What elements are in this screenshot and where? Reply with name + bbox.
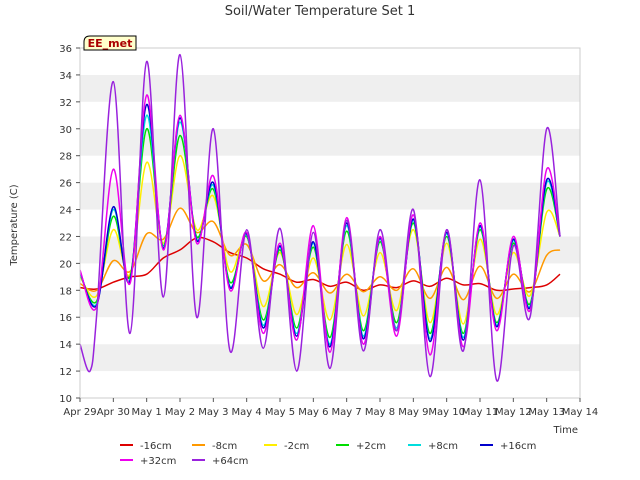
series-line-32cm	[79, 94, 561, 356]
series-line-64cm	[79, 53, 561, 382]
grid-band	[80, 155, 580, 183]
y-tick-label: 10	[59, 394, 72, 405]
y-axis: 10 12 14 16 18 20 22 24 26 28 30 32 34 36	[59, 44, 80, 405]
y-axis-label: Temperature (C)	[9, 184, 20, 266]
grid-band	[80, 371, 580, 398]
x-tick-label: May 12	[495, 407, 532, 418]
x-tick-label: May 10	[428, 407, 465, 418]
grid-band	[80, 48, 580, 75]
series-layer	[79, 53, 561, 382]
x-tick-label: May 3	[198, 407, 228, 418]
legend-label: +2cm	[356, 441, 386, 452]
x-tick-label: May 1	[132, 407, 162, 418]
chart-title: Soil/Water Temperature Set 1	[225, 4, 416, 19]
x-axis: Apr 29 Apr 30 May 1 May 2 May 3 May 4 May 5 May…	[63, 398, 598, 418]
grid-band	[80, 209, 580, 237]
y-tick-label: 34	[59, 71, 72, 82]
x-tick-label: May 8	[365, 407, 395, 418]
x-axis-label: Time	[553, 425, 578, 436]
x-tick-label: May 7	[332, 407, 362, 418]
x-tick-label: Apr 29	[63, 407, 96, 418]
x-tick-label: May 4	[232, 407, 262, 418]
y-tick-label: 16	[59, 313, 72, 324]
grid-band	[80, 344, 580, 372]
legend-label: +32cm	[140, 456, 176, 467]
y-tick-label: 20	[59, 259, 72, 270]
y-tick-label: 14	[59, 340, 72, 351]
grid-band	[80, 182, 580, 210]
x-tick-label: May 9	[398, 407, 428, 418]
y-tick-label: 24	[59, 206, 72, 217]
x-tick-label: May 11	[462, 407, 499, 418]
y-tick-label: 18	[59, 286, 72, 297]
plot-frame	[79, 47, 581, 399]
legend-label: +16cm	[500, 441, 536, 452]
y-tick-label: 30	[59, 125, 72, 136]
y-tick-label: 32	[59, 98, 72, 109]
y-tick-label: 28	[59, 152, 72, 163]
grid-band	[80, 101, 580, 129]
grid-band	[80, 236, 580, 264]
x-tick-label: May 13	[528, 407, 565, 418]
y-tick-label: 12	[59, 367, 72, 378]
legend-label: -2cm	[284, 441, 309, 452]
x-tick-label: May 5	[265, 407, 295, 418]
y-tick-label: 26	[59, 179, 72, 190]
legend-label: +64cm	[212, 456, 248, 467]
legend-label: -16cm	[140, 441, 172, 452]
legend: -16cm -8cm -2cm +2cm +8cm +16cm +32cm +64cm	[120, 441, 536, 467]
background-bands	[80, 48, 580, 398]
grid-band	[80, 128, 580, 156]
station-label: EE_met	[88, 37, 133, 50]
legend-label: -8cm	[212, 441, 237, 452]
x-tick-label: May 2	[165, 407, 195, 418]
x-tick-label: Apr 30	[97, 407, 130, 418]
x-tick-label: May 14	[562, 407, 599, 418]
y-tick-label: 36	[59, 44, 72, 55]
y-tick-label: 22	[59, 232, 72, 243]
x-tick-label: May 6	[298, 407, 328, 418]
grid-band	[80, 290, 580, 318]
legend-label: +8cm	[428, 441, 458, 452]
station-label-box: EE_met	[83, 35, 137, 51]
grid-band	[80, 74, 580, 102]
